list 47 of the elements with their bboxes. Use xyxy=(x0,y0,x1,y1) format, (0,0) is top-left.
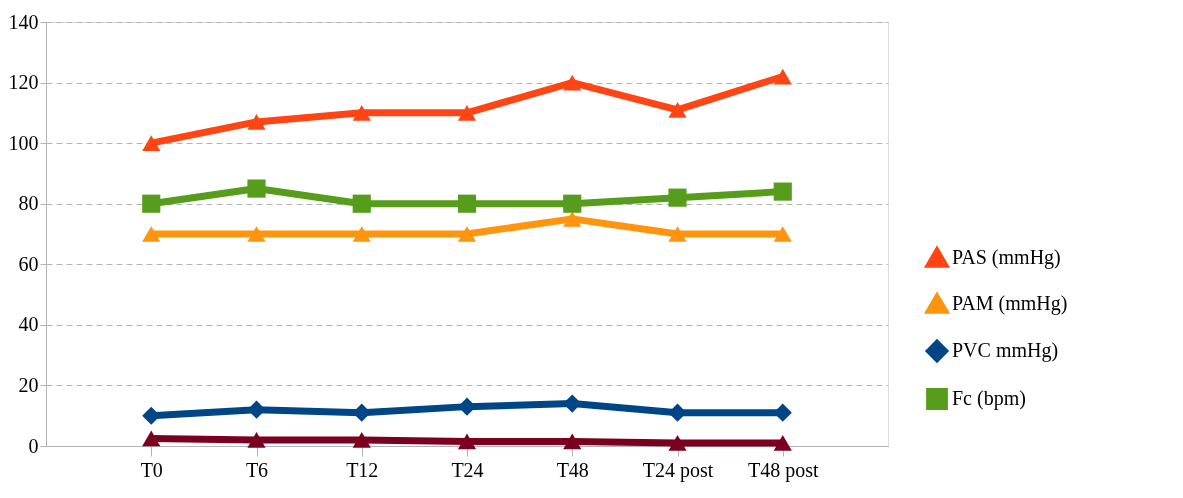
x-tick-label: T0 xyxy=(140,458,163,481)
point xyxy=(773,226,792,242)
point xyxy=(563,210,582,227)
point xyxy=(563,433,582,450)
point xyxy=(773,182,792,201)
point xyxy=(352,194,371,213)
point xyxy=(457,433,477,450)
legend-label: Fc (bpm) xyxy=(952,387,1026,410)
y-tick-label: 120 xyxy=(8,71,39,94)
x-tick-label: T24 post xyxy=(642,458,714,482)
y-tick-label: 0 xyxy=(28,434,39,457)
point xyxy=(457,226,477,242)
point xyxy=(668,101,687,118)
point xyxy=(142,430,161,447)
x-tick-label: T12 xyxy=(346,458,379,481)
legend-label: PAM (mmHg) xyxy=(952,292,1068,315)
point xyxy=(563,74,582,91)
point xyxy=(773,435,792,451)
point xyxy=(247,114,266,130)
point xyxy=(668,226,687,242)
x-tick-label: T6 xyxy=(245,458,269,481)
point xyxy=(247,179,266,198)
x-tick-label: T24 xyxy=(451,458,484,481)
point xyxy=(247,226,266,242)
legend-label: PAS (mmHg) xyxy=(952,246,1061,269)
y-tick-label: 140 xyxy=(8,10,39,33)
y-tick-label: 80 xyxy=(18,192,39,215)
point xyxy=(142,194,161,213)
point xyxy=(668,188,687,207)
point xyxy=(352,104,371,121)
x-tick-label: T48 post xyxy=(747,458,819,482)
legend-label: PVC mmHg) xyxy=(952,339,1059,362)
point xyxy=(668,435,687,451)
y-tick-label: 40 xyxy=(18,313,39,336)
y-tick-label: 100 xyxy=(8,131,39,154)
y-tick-label: 20 xyxy=(18,373,39,396)
point xyxy=(247,432,266,448)
point xyxy=(142,226,161,242)
point xyxy=(142,135,161,152)
point xyxy=(457,194,477,213)
point xyxy=(352,226,371,242)
point xyxy=(457,104,477,121)
point xyxy=(773,68,792,85)
point xyxy=(563,194,582,213)
point xyxy=(352,432,371,448)
y-tick-label: 60 xyxy=(18,252,39,275)
x-tick-label: T48 xyxy=(556,458,589,481)
